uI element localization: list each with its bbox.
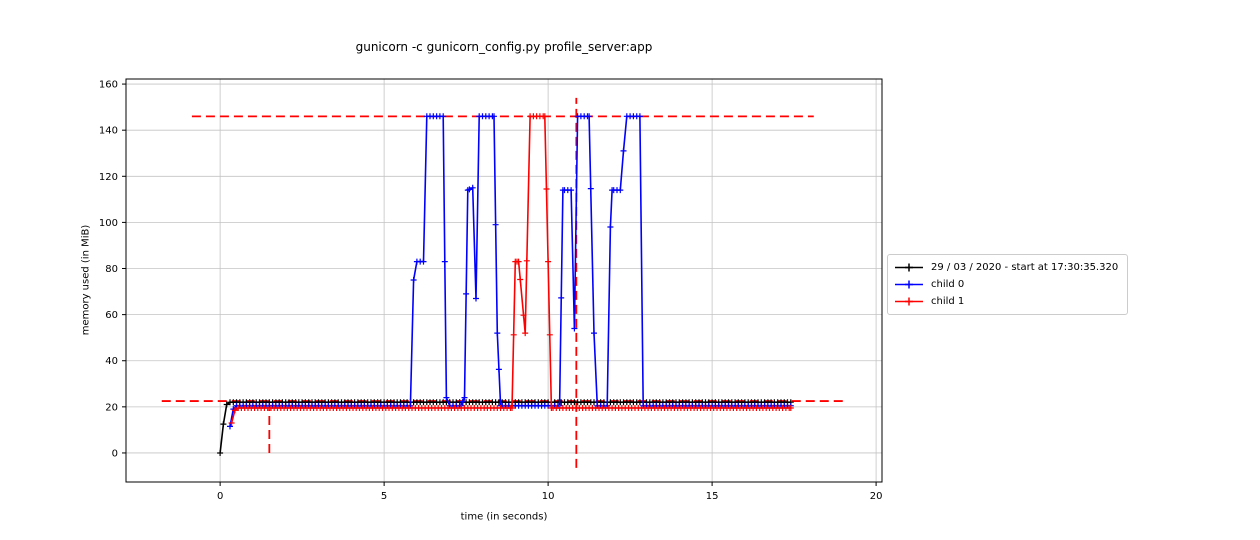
series-1 <box>227 113 794 430</box>
y-tick-label: 160 <box>99 80 118 91</box>
legend: 29 / 03 / 2020 - start at 17:30:35.320 c… <box>887 254 1129 315</box>
y-tick-label: 60 <box>105 310 118 321</box>
legend-line-sample-child-0 <box>895 280 923 289</box>
x-tick-label: 10 <box>542 491 555 502</box>
legend-label-main-process: 29 / 03 / 2020 - start at 17:30:35.320 <box>931 262 1119 273</box>
series-markers-2 <box>228 113 794 426</box>
legend-label-child-1: child 1 <box>931 296 965 307</box>
y-tick-label: 100 <box>99 218 118 229</box>
legend-line-sample-main <box>895 263 923 272</box>
x-axis-label: time (in seconds) <box>460 511 548 523</box>
legend-item-child-1: child 1 <box>894 294 1118 309</box>
series-line-2 <box>230 115 791 424</box>
series-line-1 <box>229 115 791 427</box>
legend-label-child-0: child 0 <box>931 279 965 290</box>
tick-labels: 0 5 10 15 20 0 20 40 60 80 100 120 140 160 <box>99 80 883 502</box>
series-markers-1 <box>227 113 794 430</box>
gridlines <box>126 79 882 482</box>
x-tick-label: 20 <box>870 491 883 502</box>
y-tick-label: 0 <box>112 448 118 459</box>
legend-item-child-0: child 0 <box>894 277 1118 292</box>
y-tick-label: 120 <box>99 172 118 183</box>
legend-item-main-process: 29 / 03 / 2020 - start at 17:30:35.320 <box>894 260 1118 275</box>
series-2 <box>228 113 794 426</box>
chart-title: gunicorn -c gunicorn_config.py profile_s… <box>355 40 653 54</box>
annotation-dashed-lines <box>161 97 847 468</box>
x-tick-label: 5 <box>381 491 387 502</box>
y-tick-label: 80 <box>105 264 118 275</box>
y-tick-label: 20 <box>105 402 118 413</box>
y-tick-label: 140 <box>99 126 118 137</box>
legend-line-sample-child-1 <box>895 297 923 306</box>
x-tick-label: 0 <box>217 491 223 502</box>
x-tick-label: 15 <box>706 491 719 502</box>
y-tick-label: 40 <box>105 356 118 367</box>
axes-frame <box>122 78 883 486</box>
series-line-0 <box>219 401 791 454</box>
